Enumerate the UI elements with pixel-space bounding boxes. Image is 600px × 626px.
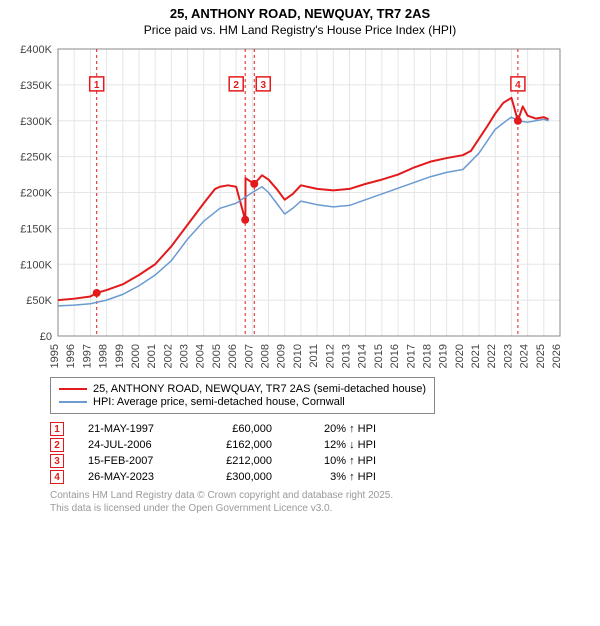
svg-text:2008: 2008 — [260, 344, 272, 368]
svg-text:£150K: £150K — [20, 224, 52, 236]
svg-text:2006: 2006 — [227, 344, 239, 368]
sale-delta: 3% ↑ HPI — [296, 471, 376, 483]
svg-text:2000: 2000 — [130, 344, 142, 368]
svg-text:2012: 2012 — [324, 344, 336, 368]
svg-text:2007: 2007 — [243, 344, 255, 368]
legend-item: 25, ANTHONY ROAD, NEWQUAY, TR7 2AS (semi… — [59, 383, 426, 395]
svg-text:2014: 2014 — [357, 344, 369, 368]
svg-text:2018: 2018 — [421, 344, 433, 368]
svg-text:2017: 2017 — [405, 344, 417, 368]
svg-text:1997: 1997 — [81, 344, 93, 368]
svg-text:2015: 2015 — [373, 344, 385, 368]
svg-text:2005: 2005 — [211, 344, 223, 368]
svg-text:2026: 2026 — [551, 344, 563, 368]
svg-text:2009: 2009 — [276, 344, 288, 368]
sale-delta: 20% ↑ HPI — [296, 423, 376, 435]
svg-text:4: 4 — [515, 80, 521, 91]
svg-text:£250K: £250K — [20, 152, 52, 164]
svg-text:£100K: £100K — [20, 260, 52, 272]
legend: 25, ANTHONY ROAD, NEWQUAY, TR7 2AS (semi… — [50, 377, 435, 414]
svg-text:1996: 1996 — [65, 344, 77, 368]
sale-price: £162,000 — [202, 439, 272, 451]
sale-date: 26-MAY-2023 — [88, 471, 178, 483]
svg-text:2010: 2010 — [292, 344, 304, 368]
svg-text:2003: 2003 — [179, 344, 191, 368]
svg-text:2: 2 — [233, 80, 239, 91]
svg-text:2023: 2023 — [502, 344, 514, 368]
sale-row: 2 24-JUL-2006 £162,000 12% ↓ HPI — [50, 438, 600, 452]
sale-marker-icon: 3 — [50, 454, 64, 468]
sale-delta: 10% ↑ HPI — [296, 455, 376, 467]
sale-row: 1 21-MAY-1997 £60,000 20% ↑ HPI — [50, 422, 600, 436]
legend-label: HPI: Average price, semi-detached house,… — [93, 396, 345, 408]
svg-text:£200K: £200K — [20, 188, 52, 200]
svg-text:2016: 2016 — [389, 344, 401, 368]
svg-text:2019: 2019 — [438, 344, 450, 368]
footer-line-2: This data is licensed under the Open Gov… — [50, 503, 590, 516]
svg-text:£0: £0 — [40, 331, 52, 343]
svg-text:£350K: £350K — [20, 80, 52, 92]
svg-text:2021: 2021 — [470, 344, 482, 368]
page-title: 25, ANTHONY ROAD, NEWQUAY, TR7 2AS — [40, 6, 560, 22]
svg-text:2001: 2001 — [146, 344, 158, 368]
svg-text:3: 3 — [260, 80, 266, 91]
svg-text:£300K: £300K — [20, 116, 52, 128]
sale-row: 4 26-MAY-2023 £300,000 3% ↑ HPI — [50, 470, 600, 484]
sale-date: 15-FEB-2007 — [88, 455, 178, 467]
legend-swatch — [59, 401, 87, 403]
sale-delta: 12% ↓ HPI — [296, 439, 376, 451]
sale-marker-icon: 2 — [50, 438, 64, 452]
svg-text:2020: 2020 — [454, 344, 466, 368]
svg-text:2004: 2004 — [195, 344, 207, 368]
footer-attribution: Contains HM Land Registry data © Crown c… — [50, 490, 590, 515]
footer-line-1: Contains HM Land Registry data © Crown c… — [50, 490, 590, 503]
sale-marker-icon: 1 — [50, 422, 64, 436]
svg-text:£50K: £50K — [26, 295, 52, 307]
sale-marker-icon: 4 — [50, 470, 64, 484]
svg-text:2022: 2022 — [486, 344, 498, 368]
sale-price: £60,000 — [202, 423, 272, 435]
svg-text:2011: 2011 — [308, 344, 320, 368]
svg-text:2024: 2024 — [519, 344, 531, 368]
chart-svg: £0 £50K £100K £150K £200K £250K £300K £350K £400… — [10, 41, 570, 371]
svg-text:1999: 1999 — [114, 344, 126, 368]
sale-price: £300,000 — [202, 471, 272, 483]
svg-text:£400K: £400K — [20, 44, 52, 56]
legend-swatch — [59, 388, 87, 390]
legend-label: 25, ANTHONY ROAD, NEWQUAY, TR7 2AS (semi… — [93, 383, 426, 395]
svg-text:1998: 1998 — [98, 344, 110, 368]
sales-table: 1 21-MAY-1997 £60,000 20% ↑ HPI 2 24-JUL-2006… — [50, 422, 600, 484]
svg-text:2002: 2002 — [162, 344, 174, 368]
legend-item: HPI: Average price, semi-detached house,… — [59, 396, 426, 408]
svg-text:1: 1 — [94, 80, 100, 91]
sale-date: 24-JUL-2006 — [88, 439, 178, 451]
page-subtitle: Price paid vs. HM Land Registry's House … — [30, 23, 570, 37]
sale-row: 3 15-FEB-2007 £212,000 10% ↑ HPI — [50, 454, 600, 468]
svg-text:2013: 2013 — [340, 344, 352, 368]
svg-text:2025: 2025 — [535, 344, 547, 368]
sale-price: £212,000 — [202, 455, 272, 467]
price-chart: £0 £50K £100K £150K £200K £250K £300K £350K £400… — [10, 41, 590, 371]
svg-text:1995: 1995 — [49, 344, 61, 368]
sale-date: 21-MAY-1997 — [88, 423, 178, 435]
